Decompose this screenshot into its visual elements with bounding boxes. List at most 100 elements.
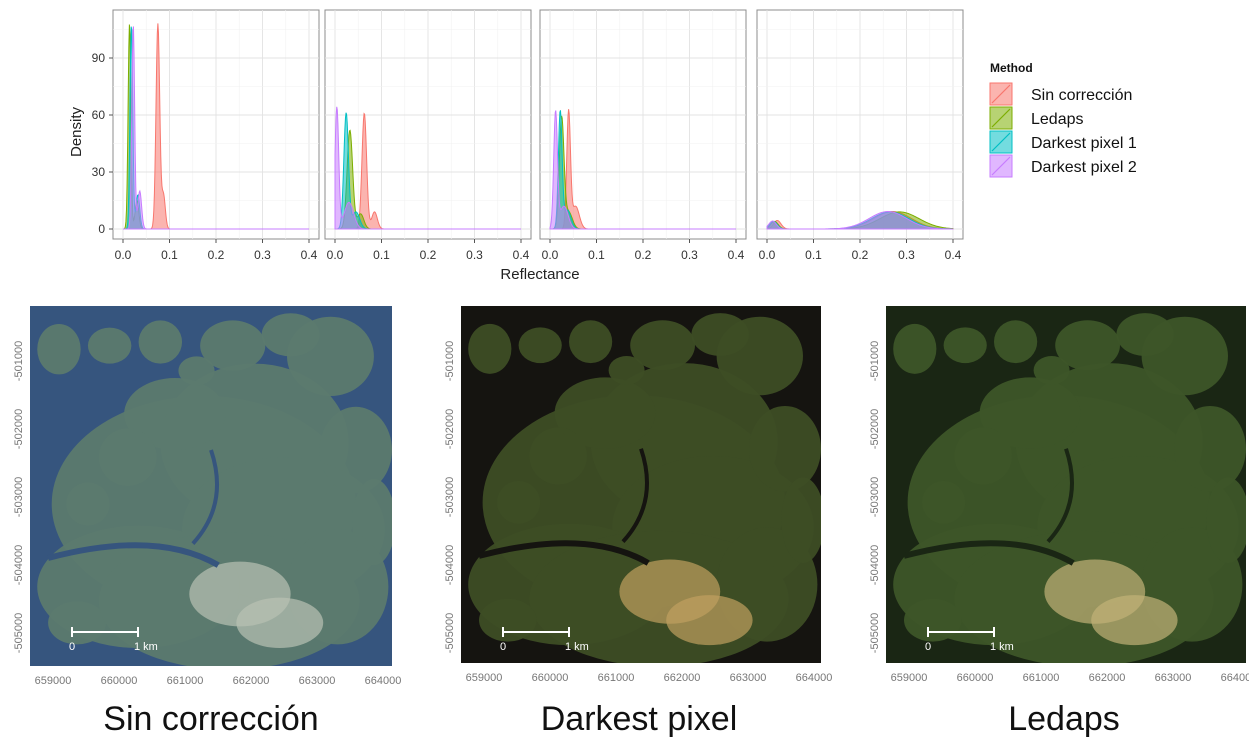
x-tick-label: 0.0 [542, 248, 559, 262]
scale-bar-end: 1 km [990, 641, 1014, 653]
x-tick-label: 0.2 [420, 248, 437, 262]
y-tick-label: 60 [92, 108, 106, 122]
map-bright-area [236, 597, 324, 648]
scale-bar-start: 0 [500, 641, 506, 653]
map-x-tick-label: 660000 [532, 672, 569, 684]
map-title: Darkest pixel [541, 700, 738, 738]
map-x-tick-label: 659000 [35, 675, 72, 687]
map-y-tick-label: -504000 [13, 545, 25, 585]
y-axis-title: Density [68, 106, 85, 157]
map-land [1055, 320, 1120, 371]
map-land [1033, 355, 1070, 385]
map-y-tick-label: -503000 [869, 477, 881, 517]
map-bright-area [666, 595, 753, 646]
map-x-tick-label: 661000 [167, 675, 204, 687]
scale-bar: 0 1 km [69, 627, 158, 653]
x-tick-label: 0.4 [301, 248, 318, 262]
maps: 0 1 km 659000 660000 661000 662000 663000 66400… [13, 306, 1249, 738]
map-x-tick-label: 663000 [1155, 672, 1192, 684]
map-title: Ledaps [1008, 700, 1120, 738]
legend-label: Darkest pixel 1 [1031, 135, 1137, 152]
legend-entry: Darkest pixel 1 [989, 130, 1137, 154]
density-area-darkest-pixel-2 [766, 211, 954, 230]
density-panel-3: 0.0 0.1 0.2 0.3 0.4 [539, 9, 747, 262]
y-tick-label: 30 [92, 165, 106, 179]
map-y-tick-label: -502000 [444, 409, 456, 449]
map-image-2 [461, 306, 821, 663]
x-tick-label: 0.0 [327, 248, 344, 262]
map-land [37, 324, 81, 375]
map-land [479, 598, 537, 642]
x-tick-label: 0.1 [373, 248, 390, 262]
map-axes: 659000 660000 661000 662000 663000 664000 -501… [869, 341, 1249, 684]
x-tick-label: 0.3 [254, 248, 271, 262]
scale-bar-start: 0 [69, 641, 75, 653]
scale-bar: 0 1 km [925, 627, 1014, 653]
map-x-tick-label: 663000 [299, 675, 336, 687]
map-land [943, 327, 987, 364]
map-x-tick-label: 660000 [101, 675, 138, 687]
density-chart: Density Reflectance 0.0 0.1 0.2 0.3 0.4 0.0 0.… [68, 9, 964, 283]
x-tick-label: 0.0 [115, 248, 132, 262]
map-x-tick-label: 659000 [891, 672, 928, 684]
scale-bar: 0 1 km [500, 627, 589, 653]
x-tick-label: 0.1 [805, 248, 822, 262]
map-y-tick-label: -504000 [444, 545, 456, 585]
legend-label: Ledaps [1031, 111, 1084, 128]
y-tick-label: 0 [98, 222, 105, 236]
map-axes: 659000 660000 661000 662000 663000 664000 -501… [444, 341, 832, 684]
map-land [979, 377, 1081, 449]
map-land [352, 478, 392, 566]
map-x-tick-label: 663000 [730, 672, 767, 684]
map-x-tick-label: 661000 [598, 672, 635, 684]
map-y-tick-label: -502000 [13, 409, 25, 449]
map-x-tick-label: 659000 [466, 672, 503, 684]
map-land [954, 427, 1012, 485]
map-channel [903, 540, 1075, 566]
map-x-tick-label: 662000 [664, 672, 701, 684]
map-land [98, 428, 157, 487]
map-y-tick-label: -503000 [444, 477, 456, 517]
legend-entry: Darkest pixel 2 [989, 154, 1137, 178]
x-tick-label: 0.4 [513, 248, 530, 262]
map-x-tick-label: 661000 [1023, 672, 1060, 684]
map-land [630, 320, 695, 371]
map-land [66, 482, 110, 526]
x-axis-title: Reflectance [500, 266, 579, 283]
density-area-darkest-pixel-2 [334, 106, 521, 230]
map-land [468, 323, 512, 374]
map-land [200, 320, 266, 371]
map-land [138, 320, 183, 364]
legend-label: Sin corrección [1031, 87, 1132, 104]
density-panel-4: 0.0 0.1 0.2 0.3 0.4 [756, 9, 964, 262]
legend-key-slash [991, 84, 1011, 104]
map-y-tick-label: -505000 [444, 613, 456, 653]
x-tick-label: 0.1 [588, 248, 605, 262]
legend-key-slash [991, 156, 1011, 176]
x-tick-label: 0.4 [945, 248, 962, 262]
map-y-tick-label: -505000 [13, 613, 25, 653]
map-x-tick-label: 662000 [1089, 672, 1126, 684]
map-axes: 659000 660000 661000 662000 663000 664000 -501… [13, 341, 401, 687]
map-land [569, 320, 613, 364]
map-y-tick-label: -501000 [444, 341, 456, 381]
map-y-tick-label: -502000 [869, 409, 881, 449]
map-land [691, 313, 749, 356]
legend-label: Darkest pixel 2 [1031, 159, 1137, 176]
legend-key-slash [991, 108, 1011, 128]
map-y-tick-label: -505000 [869, 613, 881, 653]
map-x-tick-label: 662000 [233, 675, 270, 687]
map-land [1174, 405, 1246, 492]
map-land [496, 480, 541, 524]
legend-key-slash [991, 132, 1011, 152]
density-area-darkest-pixel-2 [123, 26, 309, 230]
scale-bar-end: 1 km [565, 641, 589, 653]
map-land [48, 601, 107, 645]
map-y-tick-label: -504000 [869, 545, 881, 585]
map-channel [47, 542, 220, 568]
x-tick-label: 0.4 [728, 248, 745, 262]
map-title: Sin corrección [103, 700, 318, 738]
map-channel [621, 448, 649, 543]
map-land [554, 377, 656, 449]
scale-bar-start: 0 [925, 641, 931, 653]
